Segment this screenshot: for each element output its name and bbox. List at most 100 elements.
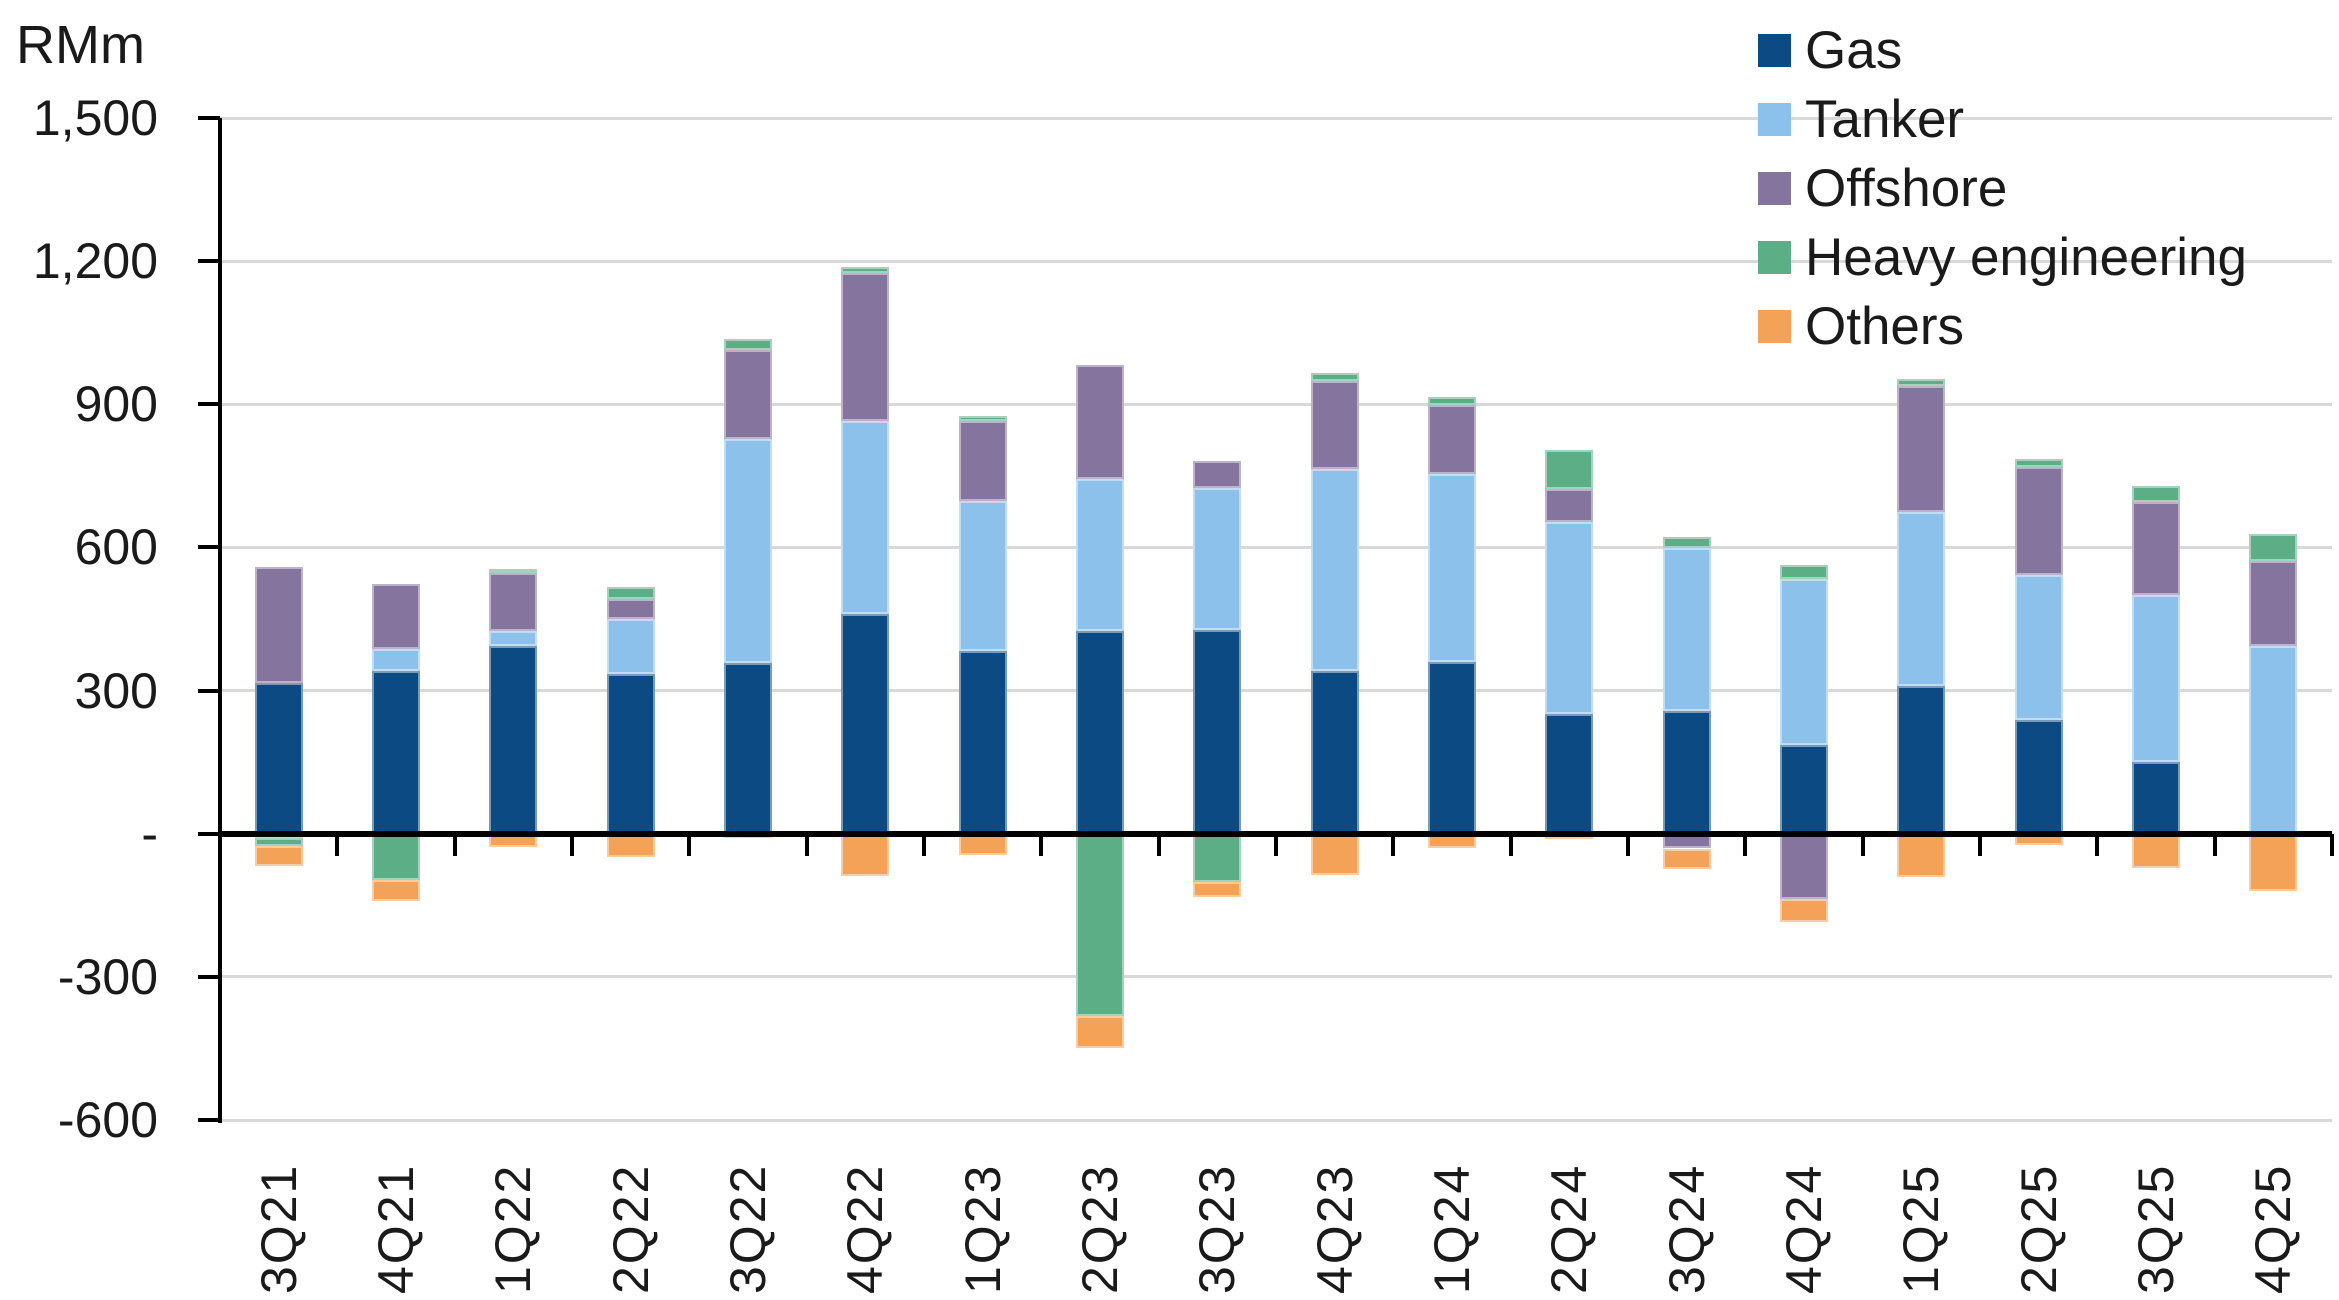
bar-segment-3Q23-tanker — [1193, 487, 1242, 631]
bar-segment-4Q22-others — [841, 833, 890, 877]
gridline--600 — [220, 1118, 2332, 1122]
y-axis-line — [218, 118, 222, 1123]
x-tick-label-1Q22: 1Q22 — [485, 1163, 542, 1294]
bar-segment-1Q23-heavy-engineering — [958, 415, 1007, 422]
bar-segment-2Q23-offshore — [1076, 364, 1124, 479]
bar-segment-1Q22-tanker — [489, 630, 538, 646]
x-axis-tick — [2212, 833, 2217, 856]
bar-segment-4Q22-tanker — [841, 420, 890, 614]
bar-segment-3Q24-tanker — [1662, 548, 1711, 712]
legend-item-tanker: Tanker — [1758, 85, 2247, 154]
bar-segment-3Q23-gas — [1193, 630, 1242, 834]
bar-segment-2Q25-gas — [2014, 720, 2063, 834]
bar-segment-4Q24-tanker — [1780, 579, 1828, 745]
bar-segment-4Q25-others — [2249, 833, 2298, 891]
bar-segment-4Q21-others — [372, 880, 420, 902]
y-axis-tick — [198, 1118, 220, 1122]
x-tick-label-1Q24: 1Q24 — [1424, 1163, 1480, 1294]
bar-segment-4Q24-offshore — [1780, 833, 1828, 899]
legend-swatch-icon — [1758, 241, 1791, 274]
bar-segment-2Q22-gas — [606, 673, 655, 834]
bar-segment-1Q22-gas — [489, 645, 538, 834]
bar-segment-4Q22-heavy-engineering — [841, 266, 890, 274]
bar-segment-1Q25-offshore — [1897, 386, 1946, 512]
bar-segment-2Q25-others — [2014, 833, 2063, 845]
bar-segment-4Q21-gas — [372, 671, 420, 834]
bar-segment-3Q21-others — [254, 845, 303, 866]
x-axis-tick — [922, 833, 926, 856]
x-axis-tick — [335, 833, 340, 856]
bar-segment-4Q23-offshore — [1310, 380, 1359, 469]
bar-segment-3Q25-others — [2132, 833, 2180, 868]
x-axis-tick — [570, 833, 574, 856]
bar-segment-4Q21-tanker — [372, 649, 420, 671]
bar-segment-1Q22-heavy-engineering — [489, 569, 538, 574]
x-tick-label-2Q25: 2Q25 — [2010, 1163, 2067, 1294]
x-tick-label-4Q24: 4Q24 — [1776, 1163, 1832, 1294]
x-tick-label-1Q23: 1Q23 — [954, 1163, 1011, 1294]
bar-segment-3Q22-gas — [724, 663, 772, 834]
bar-segment-3Q24-heavy-engineering — [1662, 537, 1711, 549]
bar-segment-4Q22-gas — [841, 613, 890, 834]
y-axis-tick — [198, 402, 220, 407]
y-axis-tick — [198, 259, 220, 264]
x-tick-label-2Q23: 2Q23 — [1072, 1163, 1128, 1294]
legend-label: Gas — [1805, 21, 1903, 80]
x-axis-tick — [1508, 833, 1513, 856]
x-tick-label-4Q25: 4Q25 — [2245, 1163, 2302, 1294]
y-tick-label: 1,500 — [32, 90, 158, 146]
y-axis-unit-label: RMm — [16, 15, 145, 75]
bar-segment-3Q24-others — [1662, 848, 1711, 870]
x-axis-tick — [1743, 833, 1748, 856]
x-tick-label-1Q25: 1Q25 — [1893, 1163, 1950, 1294]
bar-segment-1Q24-heavy-engineering — [1428, 397, 1476, 406]
bar-segment-1Q22-offshore — [489, 573, 538, 631]
x-tick-label-2Q24: 2Q24 — [1541, 1163, 1598, 1294]
bar-segment-4Q24-gas — [1780, 744, 1828, 834]
bar-segment-3Q23-heavy-engineering — [1193, 833, 1242, 882]
x-axis-tick — [804, 833, 809, 856]
bar-segment-3Q25-tanker — [2132, 594, 2180, 762]
legend-label: Others — [1805, 297, 1965, 356]
bar-segment-4Q23-others — [1310, 833, 1359, 876]
bar-segment-4Q23-gas — [1310, 671, 1359, 834]
bar-segment-2Q23-others — [1076, 1016, 1124, 1049]
x-axis-tick — [687, 833, 692, 856]
bar-segment-4Q24-others — [1780, 898, 1828, 922]
bar-segment-4Q25-tanker — [2249, 646, 2298, 834]
legend-item-offshore: Offshore — [1758, 154, 2247, 223]
x-tick-label-4Q22: 4Q22 — [837, 1163, 894, 1294]
y-tick-label: - — [141, 805, 158, 862]
bar-segment-2Q25-heavy-engineering — [2014, 459, 2063, 468]
gridline--300 — [220, 975, 2332, 979]
legend-item-heavy-engineering: Heavy engineering — [1758, 223, 2247, 292]
legend-label: Heavy engineering — [1805, 228, 2247, 287]
bar-segment-4Q23-heavy-engineering — [1310, 373, 1359, 381]
gridline-1200 — [220, 259, 2332, 263]
bar-segment-1Q24-others — [1428, 833, 1476, 848]
y-axis-tick — [198, 116, 220, 120]
bar-segment-4Q21-heavy-engineering — [372, 833, 420, 881]
x-axis-tick — [1156, 833, 1161, 856]
bar-segment-2Q23-tanker — [1076, 478, 1124, 632]
bar-segment-1Q25-tanker — [1897, 511, 1946, 686]
legend-item-gas: Gas — [1758, 16, 2247, 85]
gridline-900 — [220, 402, 2332, 406]
bar-segment-4Q23-tanker — [1310, 468, 1359, 671]
bar-segment-3Q22-tanker — [724, 439, 772, 664]
bar-segment-2Q23-gas — [1076, 631, 1124, 834]
legend-label: Offshore — [1805, 159, 2008, 218]
y-tick-label: -600 — [57, 1092, 158, 1148]
legend-swatch-icon — [1758, 103, 1791, 136]
gridline-1500 — [220, 116, 2332, 120]
x-axis-tick — [1860, 833, 1865, 856]
y-tick-label: 900 — [74, 376, 158, 433]
y-axis-tick — [198, 974, 220, 979]
bar-segment-2Q24-tanker — [1545, 522, 1594, 714]
bar-segment-3Q25-offshore — [2132, 501, 2180, 595]
bar-segment-2Q23-heavy-engineering — [1076, 833, 1124, 1017]
legend-label: Tanker — [1805, 90, 1965, 149]
gridline-600 — [220, 545, 2332, 549]
bar-segment-2Q25-tanker — [2014, 575, 2063, 721]
